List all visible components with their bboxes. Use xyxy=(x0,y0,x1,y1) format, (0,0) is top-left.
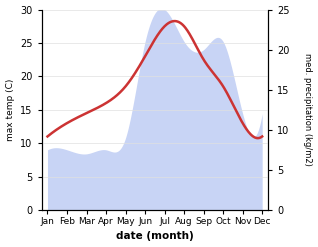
X-axis label: date (month): date (month) xyxy=(116,231,194,242)
Y-axis label: max temp (C): max temp (C) xyxy=(5,79,15,141)
Y-axis label: med. precipitation (kg/m2): med. precipitation (kg/m2) xyxy=(303,53,313,166)
